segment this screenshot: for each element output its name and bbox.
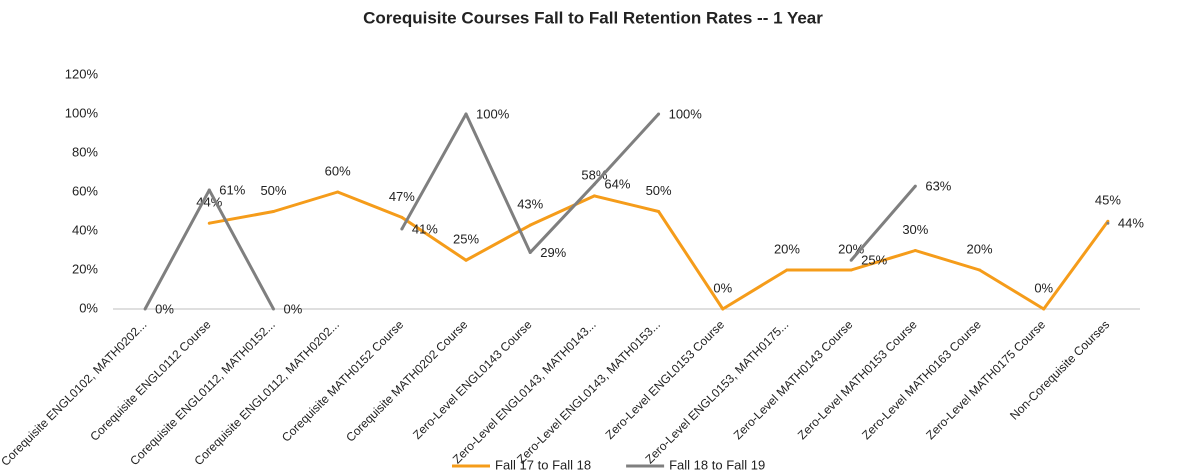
point xyxy=(271,307,275,311)
point xyxy=(1106,221,1110,225)
y-tick-label: 60% xyxy=(72,183,98,198)
point xyxy=(913,184,917,188)
point xyxy=(849,268,853,272)
y-tick-label: 100% xyxy=(65,105,99,120)
point xyxy=(207,188,211,192)
data-label: 50% xyxy=(260,183,286,198)
data-label: 64% xyxy=(604,177,630,192)
point xyxy=(336,190,340,194)
data-label: 45% xyxy=(1095,193,1121,208)
x-tick-label: Corequisite MATH0152 Course xyxy=(279,317,406,444)
point xyxy=(785,268,789,272)
data-label: 58% xyxy=(581,167,607,182)
y-tick-label: 20% xyxy=(72,261,98,276)
x-tick-label: Corequisite ENGL0112, MATH0202... xyxy=(191,317,342,468)
point xyxy=(400,215,404,219)
series-line xyxy=(145,114,1108,309)
legend-label: Fall 18 to Fall 19 xyxy=(669,457,765,472)
point xyxy=(721,307,725,311)
data-label: 25% xyxy=(453,232,479,247)
data-label: 44% xyxy=(1118,216,1144,231)
x-tick-label: Zero-Level MATH0153 Course xyxy=(795,317,920,442)
data-label: 0% xyxy=(713,280,732,295)
data-label: 47% xyxy=(389,189,415,204)
chart-title: Corequisite Courses Fall to Fall Retenti… xyxy=(363,8,823,27)
x-tick-label: Corequisite ENGL0112 Course xyxy=(87,317,213,443)
data-label: 20% xyxy=(774,241,800,256)
data-label: 20% xyxy=(967,241,993,256)
point xyxy=(207,221,211,225)
x-tick-label: Zero-Level MATH0143 Course xyxy=(731,317,856,442)
point xyxy=(528,250,532,254)
y-tick-label: 0% xyxy=(79,300,98,315)
point xyxy=(592,194,596,198)
point xyxy=(1042,307,1046,311)
x-tick-label: Zero-Level ENGL0143 Course xyxy=(410,317,535,442)
x-tick-label: Zero-Level ENGL0153, MATH0175... xyxy=(642,317,791,466)
data-label: 0% xyxy=(1034,280,1053,295)
data-label: 41% xyxy=(412,221,438,236)
point xyxy=(464,112,468,116)
point xyxy=(464,258,468,262)
x-tick-label: Zero-Level ENGL0143, MATH0143... xyxy=(450,317,599,466)
data-label: 100% xyxy=(476,106,510,121)
point xyxy=(849,258,853,262)
data-label: 60% xyxy=(325,163,351,178)
point xyxy=(528,223,532,227)
data-label: 0% xyxy=(283,301,302,316)
data-label: 50% xyxy=(646,183,672,198)
x-tick-label: Corequisite MATH0202 Course xyxy=(343,317,470,444)
point xyxy=(143,307,147,311)
y-tick-label: 80% xyxy=(72,144,98,159)
x-tick-label: Zero-Level ENGL0143, MATH0153... xyxy=(514,317,663,466)
y-tick-label: 40% xyxy=(72,222,98,237)
data-label: 61% xyxy=(219,182,245,197)
data-label: 43% xyxy=(517,197,543,212)
point xyxy=(657,210,661,213)
data-label: 20% xyxy=(838,241,864,256)
data-label: 100% xyxy=(669,106,703,121)
point xyxy=(657,112,661,116)
data-label: 25% xyxy=(861,253,887,268)
x-tick-label: Zero-Level MATH0163 Course xyxy=(859,317,984,442)
point xyxy=(592,182,596,186)
data-label: 44% xyxy=(196,195,222,210)
legend-label: Fall 17 to Fall 18 xyxy=(495,457,591,472)
data-label: 29% xyxy=(540,245,566,260)
point xyxy=(400,227,404,231)
point xyxy=(978,268,982,272)
x-tick-label: Corequisite ENGL0112, MATH0152... xyxy=(127,317,278,468)
data-label: 0% xyxy=(155,301,174,316)
data-label: 30% xyxy=(902,222,928,237)
data-label: 63% xyxy=(925,179,951,194)
x-tick-label: Zero-Level ENGL0153 Course xyxy=(603,317,728,442)
x-tick-label: Zero-Level MATH0175 Course xyxy=(923,317,1048,442)
y-tick-label: 120% xyxy=(65,66,99,81)
point xyxy=(913,249,917,252)
point xyxy=(271,210,275,213)
